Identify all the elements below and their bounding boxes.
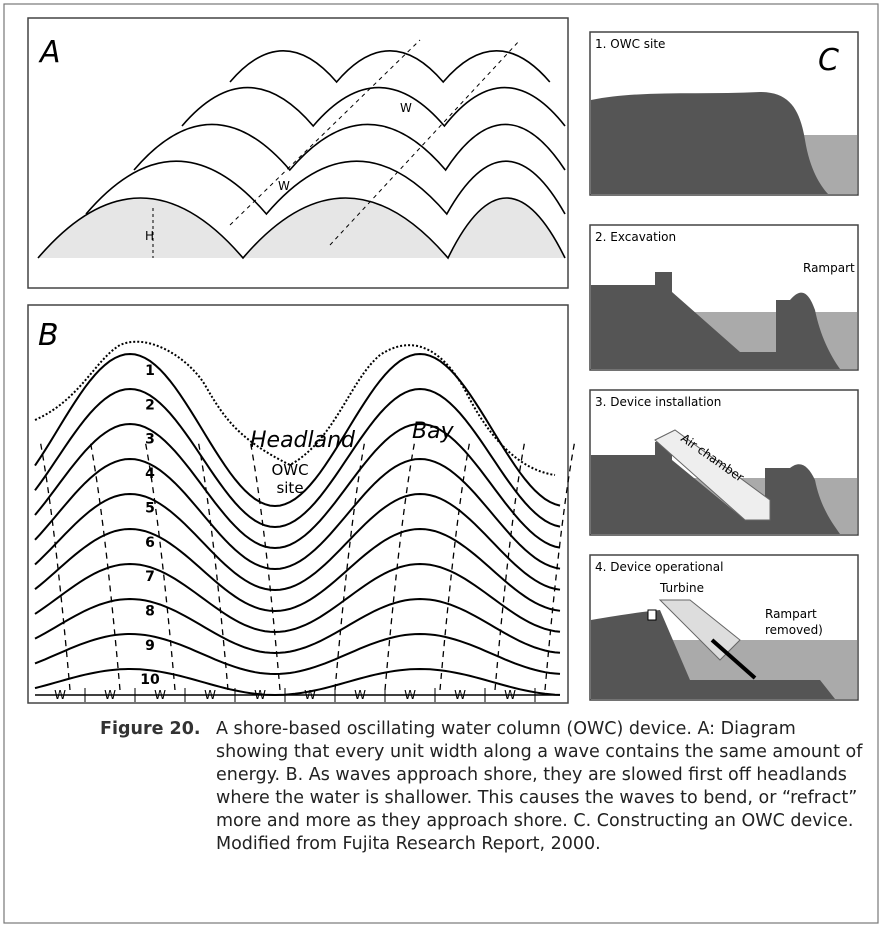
step-note: removed) [765,623,823,637]
wave-contour [34,667,561,697]
site-label: OWC [271,461,308,479]
contour-label: 1 [145,363,155,379]
panel-c-step-1 [589,31,859,196]
caption-label: Figure 20. [100,719,201,739]
ray [197,439,229,691]
wave-contour [34,422,561,550]
step-title: 4. Device operational [595,560,723,574]
bay-label: Bay [412,419,455,444]
contour-label: 9 [145,638,155,654]
contour-label: 3 [145,432,155,448]
panel-c-step-4 [589,554,859,701]
ray [39,439,71,691]
panel-label: A [38,35,61,70]
flow-arrow [710,638,757,680]
width-label: W [400,101,412,115]
width-guide [329,39,521,246]
step-title: 2. Excavation [595,230,676,244]
ray [89,439,121,691]
site-label: site [276,479,303,497]
wave-crest [37,197,566,260]
ray [249,439,281,691]
height-label: H [145,229,154,243]
ray [494,439,526,691]
wave-crest [229,50,551,84]
land [591,610,835,699]
contour-label: 6 [145,535,155,551]
wave-contour [34,492,561,592]
panel-label: B [38,318,59,353]
step-title: 3. Device installation [595,395,721,409]
wave-contour [34,597,561,655]
ray [334,439,366,691]
step-note: Rampart [765,607,817,621]
panel-c-step-3 [589,389,859,536]
contour-label: 5 [145,500,155,516]
width-label: W [278,179,290,193]
wave-crest [181,86,566,128]
contour-label: 4 [145,466,155,482]
wave-contour [34,632,561,676]
land [591,272,840,369]
contour-label: 10 [140,672,160,688]
wave-contour [34,527,561,613]
headland-label: Headland [250,428,356,453]
wave-contour [34,387,561,529]
outer-border [3,3,879,924]
ray [439,439,471,691]
panel-b-frame [27,304,569,704]
wave-crest [85,160,566,216]
step-title: 1. OWC site [595,37,665,51]
panel-c-step-2 [589,224,859,371]
step-note: Turbine [659,581,704,595]
wave-contour [34,457,561,571]
caption: Figure 20. A shore-based oscillating wat… [100,718,865,856]
land [591,92,828,194]
wave-contour [34,562,561,634]
ray [544,439,576,691]
contour-label: 8 [145,603,155,619]
wave-crest [133,123,566,172]
panel-a-waves [37,50,566,260]
air-chamber [654,429,771,521]
wave-contour [34,352,561,508]
step-note: Rampart [803,261,855,275]
ray [384,439,416,691]
contour-label: 7 [145,569,155,585]
land [591,442,840,534]
turbine [647,609,657,621]
contour-label: 2 [145,397,155,413]
panel-label: C [818,43,839,78]
caption-text: A shore-based oscillating water column (… [216,719,863,854]
ray [144,439,176,691]
